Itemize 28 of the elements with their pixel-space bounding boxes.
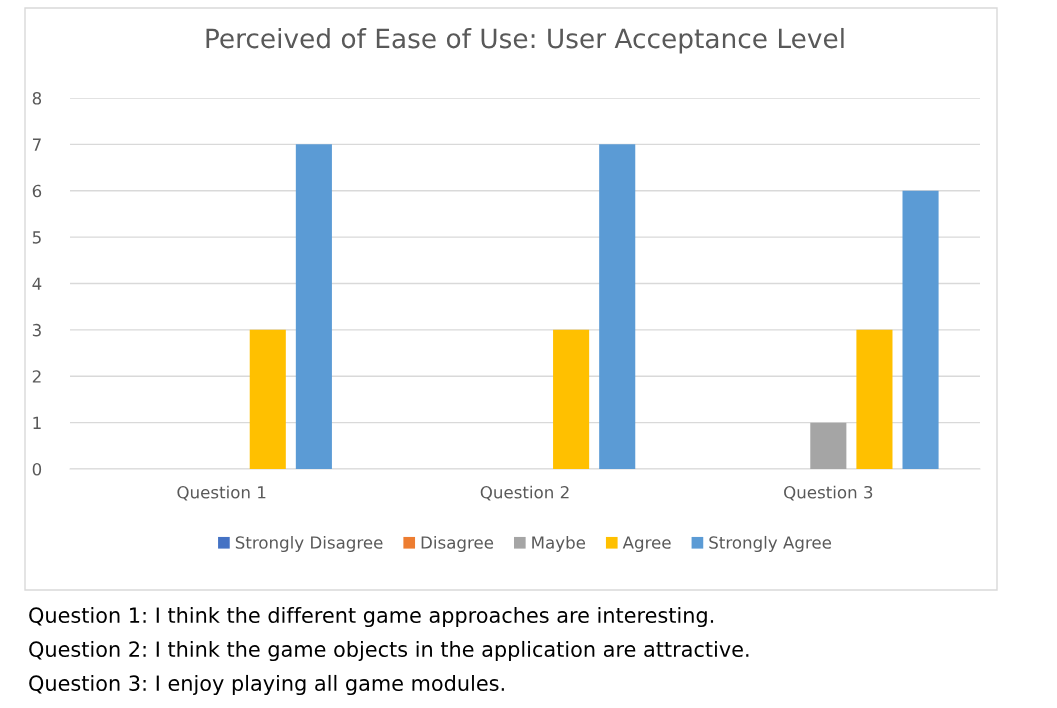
bar	[295, 144, 332, 469]
bar	[599, 144, 636, 469]
chart-title: Perceived of Ease of Use: User Acceptance Level	[206, 27, 844, 54]
bar	[810, 422, 847, 469]
legend-label: Strongly Agree	[709, 535, 832, 553]
y-tick-label: 1	[33, 416, 41, 429]
y-tick-label: 3	[32, 323, 41, 337]
text: Question 1: I think the different game approaches are interesting.	[29, 606, 714, 628]
x-tick-label: Question 3	[784, 485, 873, 501]
text: Question 2: I think the game objects in the application are attractive.	[29, 640, 749, 662]
y-tick-label: 8	[32, 91, 42, 105]
legend-label: Disagree	[421, 535, 494, 553]
y-tick-label: 0	[32, 462, 42, 476]
bar	[856, 329, 893, 469]
legend-label: Maybe	[532, 535, 586, 553]
x-tick-label: Question 1	[177, 485, 266, 501]
y-tick-label: 4	[32, 277, 42, 290]
y-tick-label: 7	[32, 138, 41, 151]
bar	[902, 190, 939, 469]
text: Question 3: I enjoy playing all game modules.	[29, 674, 504, 696]
legend-label: Strongly Disagree	[235, 535, 383, 553]
bar	[553, 329, 590, 469]
bar	[249, 329, 286, 469]
x-tick-label: Question 2	[480, 485, 569, 501]
y-tick-label: 2	[32, 370, 41, 383]
legend-label: Agree	[622, 536, 671, 553]
y-tick-label: 5	[32, 231, 41, 244]
y-tick-label: 6	[32, 184, 42, 198]
